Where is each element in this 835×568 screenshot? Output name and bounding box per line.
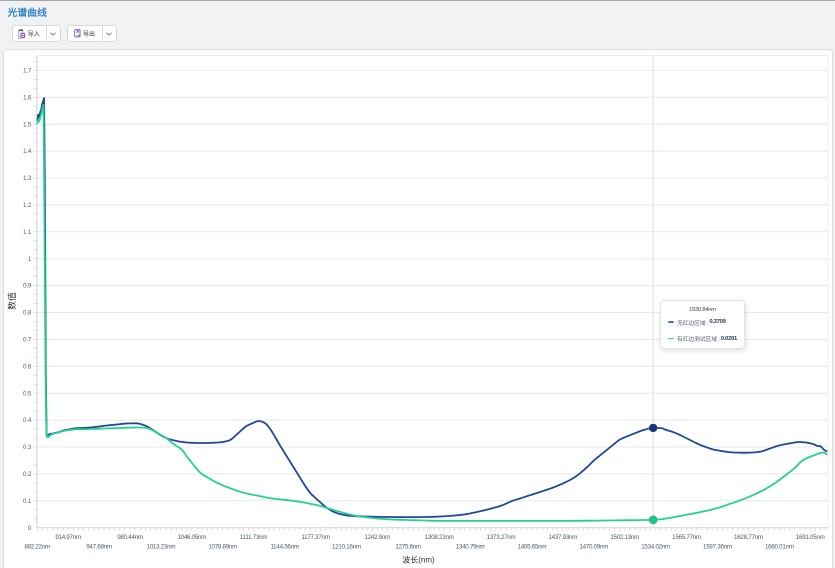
svg-text:0.6: 0.6 — [23, 363, 32, 370]
svg-text:1.2: 1.2 — [23, 202, 32, 209]
svg-text:1373.27nm: 1373.27nm — [487, 534, 516, 541]
svg-text:1660.01nm: 1660.01nm — [765, 544, 794, 551]
svg-text:1308.23nm: 1308.23nm — [425, 534, 454, 541]
svg-text:1144.56nm: 1144.56nm — [270, 544, 298, 551]
svg-text:1405.65nm: 1405.65nm — [518, 544, 547, 551]
svg-text:1502.13nm: 1502.13nm — [610, 534, 639, 541]
svg-text:0.4: 0.4 — [23, 417, 32, 424]
svg-text:1046.05nm: 1046.05nm — [177, 534, 206, 541]
svg-text:1.1: 1.1 — [23, 229, 32, 236]
svg-text:914.97nm: 914.97nm — [55, 534, 81, 541]
svg-text:0.7: 0.7 — [23, 337, 32, 344]
svg-text:0.5: 0.5 — [23, 390, 32, 397]
svg-text:1628.77nm: 1628.77nm — [734, 534, 763, 541]
svg-text:1.6: 1.6 — [23, 94, 32, 101]
svg-text:1275.6nm: 1275.6nm — [395, 544, 421, 551]
svg-text:947.68nm: 947.68nm — [86, 544, 112, 551]
svg-text:1177.37nm: 1177.37nm — [301, 534, 329, 541]
svg-text:0.8: 0.8 — [23, 310, 32, 317]
svg-text:0.3: 0.3 — [23, 444, 32, 451]
svg-text:1534.02nm: 1534.02nm — [641, 544, 670, 551]
svg-text:1.5: 1.5 — [23, 121, 32, 128]
svg-text:1210.16nm: 1210.16nm — [332, 544, 361, 551]
svg-text:1078.89nm: 1078.89nm — [208, 544, 237, 551]
svg-text:1.7: 1.7 — [23, 68, 32, 75]
svg-text:1437.93nm: 1437.93nm — [548, 534, 577, 541]
svg-text:0.1: 0.1 — [23, 498, 32, 505]
svg-text:1013.23nm: 1013.23nm — [147, 544, 176, 551]
svg-text:波长(nm): 波长(nm) — [402, 555, 435, 565]
svg-text:1470.09nm: 1470.09nm — [579, 544, 608, 551]
svg-text:0: 0 — [28, 525, 32, 532]
svg-text:1.4: 1.4 — [23, 148, 32, 155]
svg-text:1340.79nm: 1340.79nm — [456, 544, 485, 551]
svg-text:1565.77nm: 1565.77nm — [672, 534, 701, 541]
svg-text:882.22nm: 882.22nm — [24, 544, 50, 551]
svg-text:980.44nm: 980.44nm — [117, 534, 143, 541]
svg-text:数值: 数值 — [6, 292, 17, 310]
svg-text:1111.73nm: 1111.73nm — [240, 534, 267, 541]
svg-text:1597.36nm: 1597.36nm — [703, 544, 732, 551]
svg-text:0.2: 0.2 — [23, 471, 32, 478]
svg-text:1691.05nm: 1691.05nm — [796, 534, 825, 541]
svg-text:1242.9nm: 1242.9nm — [365, 534, 391, 541]
svg-text:1: 1 — [28, 256, 32, 263]
svg-text:1.3: 1.3 — [23, 175, 32, 182]
svg-text:0.9: 0.9 — [23, 283, 32, 290]
